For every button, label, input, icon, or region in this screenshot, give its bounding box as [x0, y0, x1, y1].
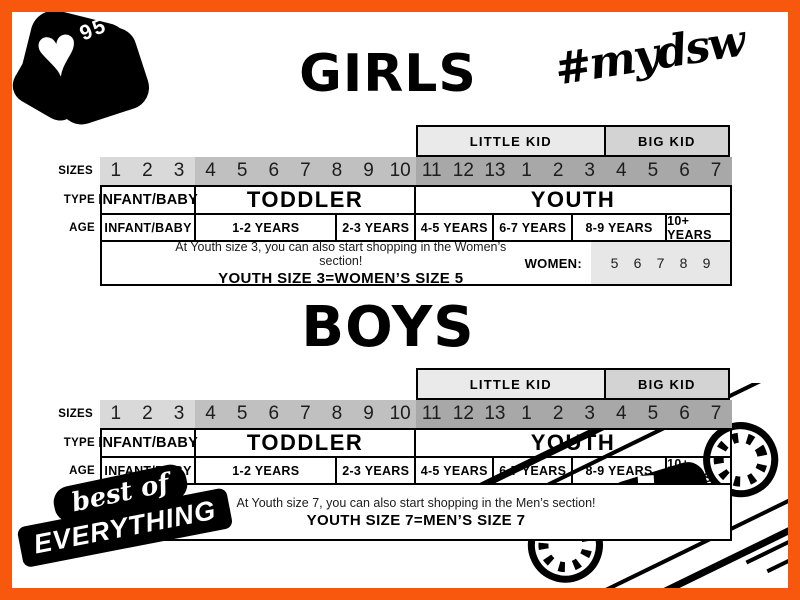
- sizes-row-label: SIZES: [58, 165, 93, 177]
- type-cell: TODDLER: [196, 430, 416, 456]
- type-row-label: TYPE: [63, 437, 95, 449]
- type-row-label: TYPE: [63, 194, 95, 206]
- little-kid-header: LITTLE KID: [416, 125, 606, 157]
- size-cell: 13: [479, 400, 511, 428]
- size-cell: 2: [542, 157, 574, 185]
- like-badge: ♥ 95: [12, 12, 164, 133]
- size-cell: 4: [605, 157, 638, 185]
- size-cell: 4: [194, 400, 227, 428]
- size-cell: 13: [479, 157, 511, 185]
- girls-size-chart: LITTLE KID BIG KID SIZES 1 2 3 4 5 6 7 8 9 10 11 12 13 1…: [58, 125, 732, 287]
- women-size-cell: 7: [656, 255, 665, 271]
- kid-header-spacer: [100, 368, 416, 400]
- size-cell: 8: [321, 157, 353, 185]
- size-cell: 5: [637, 157, 669, 185]
- type-cell: YOUTH: [530, 430, 616, 455]
- size-cell: 3: [573, 400, 606, 428]
- size-cell: 6: [668, 157, 701, 185]
- size-cell: 5: [226, 400, 258, 428]
- size-cell: 7: [700, 157, 732, 185]
- size-cell: 10: [384, 157, 416, 185]
- size-cell: 10: [384, 400, 416, 428]
- women-label: WOMEN:: [524, 255, 582, 271]
- note-text: At Youth size 3, you can also start shop…: [102, 239, 525, 287]
- little-kid-header: LITTLE KID: [416, 368, 606, 400]
- size-cell: 12: [447, 157, 480, 185]
- sizes-row: SIZES 1 2 3 4 5 6 7 8 9 10 11 12 13 1 2 3 4 5 6 7: [58, 400, 732, 428]
- type-row: TYPE INFANT/BABY TODDLER YOUTH: [64, 428, 732, 458]
- size-cell: 8: [321, 400, 353, 428]
- note-line-1: At Youth size 3, you can also start shop…: [175, 239, 507, 268]
- age-cell: INFANT/BABY: [102, 214, 197, 241]
- age-cell: 1-2 YEARS: [196, 457, 338, 484]
- crossover-note: At Youth size 3, you can also start shop…: [100, 239, 732, 287]
- size-cell: 11: [415, 157, 448, 185]
- note-line-2: YOUTH SIZE 7=MEN’S SIZE 7: [306, 511, 526, 529]
- type-cell: TODDLER: [196, 187, 416, 213]
- size-cell: 7: [289, 157, 322, 185]
- age-cell: 8-9 YEARS: [573, 457, 668, 484]
- big-kid-header: BIG KID: [603, 368, 730, 400]
- big-kid-header: BIG KID: [603, 125, 730, 157]
- size-cell: 3: [573, 157, 606, 185]
- women-size-cell: 8: [679, 255, 688, 271]
- size-cell: 5: [637, 400, 669, 428]
- women-size-cell: 9: [702, 255, 711, 271]
- size-cell: 7: [700, 400, 732, 428]
- best-of-everything-sticker: best of EVERYTHING: [12, 458, 250, 569]
- boys-title: BOYS: [301, 295, 475, 360]
- note-line-1: At Youth size 7, you can also start shop…: [236, 495, 596, 510]
- size-cell: 6: [257, 157, 290, 185]
- sizes-row-label: SIZES: [58, 408, 93, 420]
- size-cell: 6: [257, 400, 290, 428]
- women-size-cell: 5: [610, 255, 619, 271]
- size-cell: 1: [510, 400, 543, 428]
- type-cell: INFANT/BABY: [98, 430, 198, 456]
- size-cell: 3: [163, 400, 195, 428]
- type-cell: INFANT/BABY: [98, 187, 198, 213]
- size-cell: 1: [510, 157, 543, 185]
- note-text: At Youth size 7, you can also start shop…: [102, 485, 730, 539]
- size-cell: 2: [131, 400, 164, 428]
- age-cell: 6-7 YEARS: [494, 214, 573, 241]
- size-cell: 11: [415, 400, 448, 428]
- size-cell: 9: [352, 400, 385, 428]
- type-row: TYPE INFANT/BABY TODDLER YOUTH: [64, 185, 732, 215]
- size-cell: 1: [100, 400, 132, 428]
- age-cell: 2-3 YEARS: [337, 214, 416, 241]
- size-cell: 3: [163, 157, 195, 185]
- size-cell: 2: [542, 400, 574, 428]
- size-cell: 12: [447, 400, 480, 428]
- size-cell: 5: [226, 157, 258, 185]
- sizes-row: SIZES 1 2 3 4 5 6 7 8 9 10 11 12 13 1 2 3 4 5 6 7: [58, 157, 732, 185]
- age-cell: 2-3 YEARS: [337, 457, 416, 484]
- note-line-2: YOUTH SIZE 3=WOMEN’S SIZE 5: [218, 269, 464, 287]
- age-cell: 10+ YEARS: [667, 213, 712, 242]
- size-cell: 7: [289, 400, 322, 428]
- size-cell: 1: [100, 157, 132, 185]
- age-cell: 1-2 YEARS: [196, 214, 338, 241]
- size-cell: 6: [668, 400, 701, 428]
- age-row-label: AGE: [69, 221, 95, 234]
- age-cell: 10+ YEARS: [667, 456, 712, 485]
- size-cell: 2: [131, 157, 164, 185]
- type-cell: YOUTH: [530, 187, 616, 212]
- kid-category-row: LITTLE KID BIG KID: [100, 125, 732, 157]
- kid-category-row: LITTLE KID BIG KID: [100, 368, 732, 400]
- women-size-cell: 6: [633, 255, 642, 271]
- age-cell: 4-5 YEARS: [416, 214, 495, 241]
- girls-title: GIRLS: [299, 44, 477, 104]
- size-cell: 4: [194, 157, 227, 185]
- age-row-label: AGE: [69, 464, 95, 477]
- age-cell: 8-9 YEARS: [573, 214, 668, 241]
- size-cell: 4: [605, 400, 638, 428]
- size-cell: 9: [352, 157, 385, 185]
- age-cell: 6-7 YEARS: [494, 457, 573, 484]
- age-cell: 4-5 YEARS: [416, 457, 495, 484]
